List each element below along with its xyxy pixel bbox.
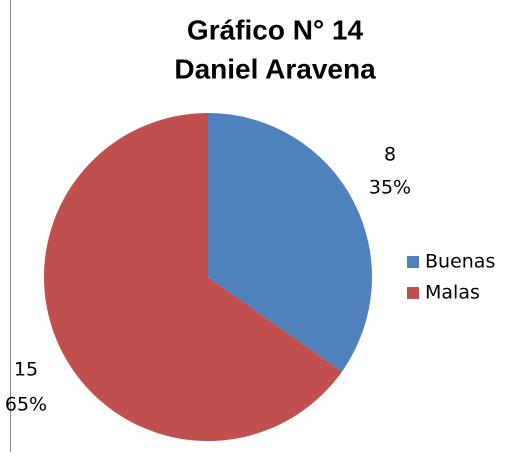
chart-title: Gráfico N° 14	[187, 14, 364, 45]
chart-title: Daniel Aravena	[174, 53, 376, 84]
legend-swatch	[407, 256, 419, 268]
legend-label: Buenas	[425, 251, 495, 273]
data-label: 15	[14, 359, 38, 381]
data-label: 65%	[5, 394, 47, 416]
data-label: 35%	[369, 177, 411, 199]
legend-swatch	[407, 287, 419, 299]
pie-slice	[208, 113, 372, 372]
pie-slice	[43, 113, 342, 441]
legend-label: Malas	[425, 282, 480, 304]
data-label: 8	[384, 144, 396, 166]
